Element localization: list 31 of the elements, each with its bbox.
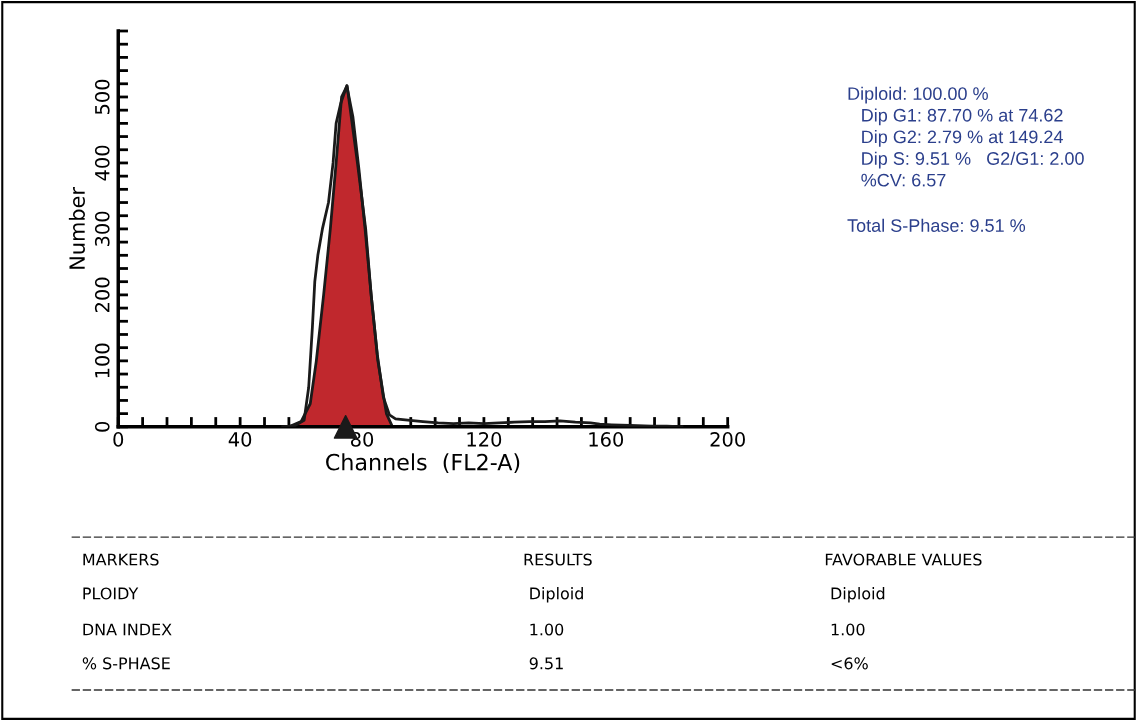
text: 1.00	[530, 623, 564, 636]
text: Diploid: 100.00 %	[848, 86, 988, 104]
text: % S-PHASE	[82, 657, 170, 670]
y-tick-label: 300	[94, 211, 110, 246]
x-axis-title: Channels (FL2-A)	[326, 453, 520, 474]
text: <6%	[831, 657, 868, 670]
text: Dip S: 9.51 % G2/G1: 2.00	[862, 151, 1084, 169]
text: 1.00	[831, 623, 865, 636]
x-tick-label: 200	[710, 432, 745, 447]
text: RESULTS	[524, 553, 592, 566]
text: FAVORABLE VALUES	[825, 553, 982, 566]
text: 9.51	[529, 657, 563, 670]
text: DNA INDEX	[83, 623, 172, 636]
y-tick-label: 100	[94, 343, 110, 378]
text: Dip G2: 2.79 % at 149.24	[862, 130, 1063, 147]
x-tick-label: 0	[113, 432, 124, 447]
y-tick-label: 0	[94, 421, 110, 432]
y-tick-label: 200	[94, 277, 110, 313]
x-tick-label: 40	[228, 432, 252, 447]
text: Total S-Phase: 9.51 %	[847, 218, 1026, 232]
x-tick-label: 120	[467, 432, 502, 447]
text: Diploid	[530, 587, 583, 603]
text: %CV: 6.57	[861, 173, 946, 187]
y-tick-label: 500	[94, 79, 110, 115]
text: MARKERS	[83, 553, 159, 566]
text: Dip G1: 87.70 % at 74.62	[862, 108, 1063, 126]
x-tick-label: 160	[589, 432, 624, 447]
y-tick-label: 400	[94, 145, 110, 181]
y-axis-title: Number	[68, 187, 85, 269]
text: Diploid	[831, 587, 885, 603]
text: PLOIDY	[83, 587, 139, 600]
